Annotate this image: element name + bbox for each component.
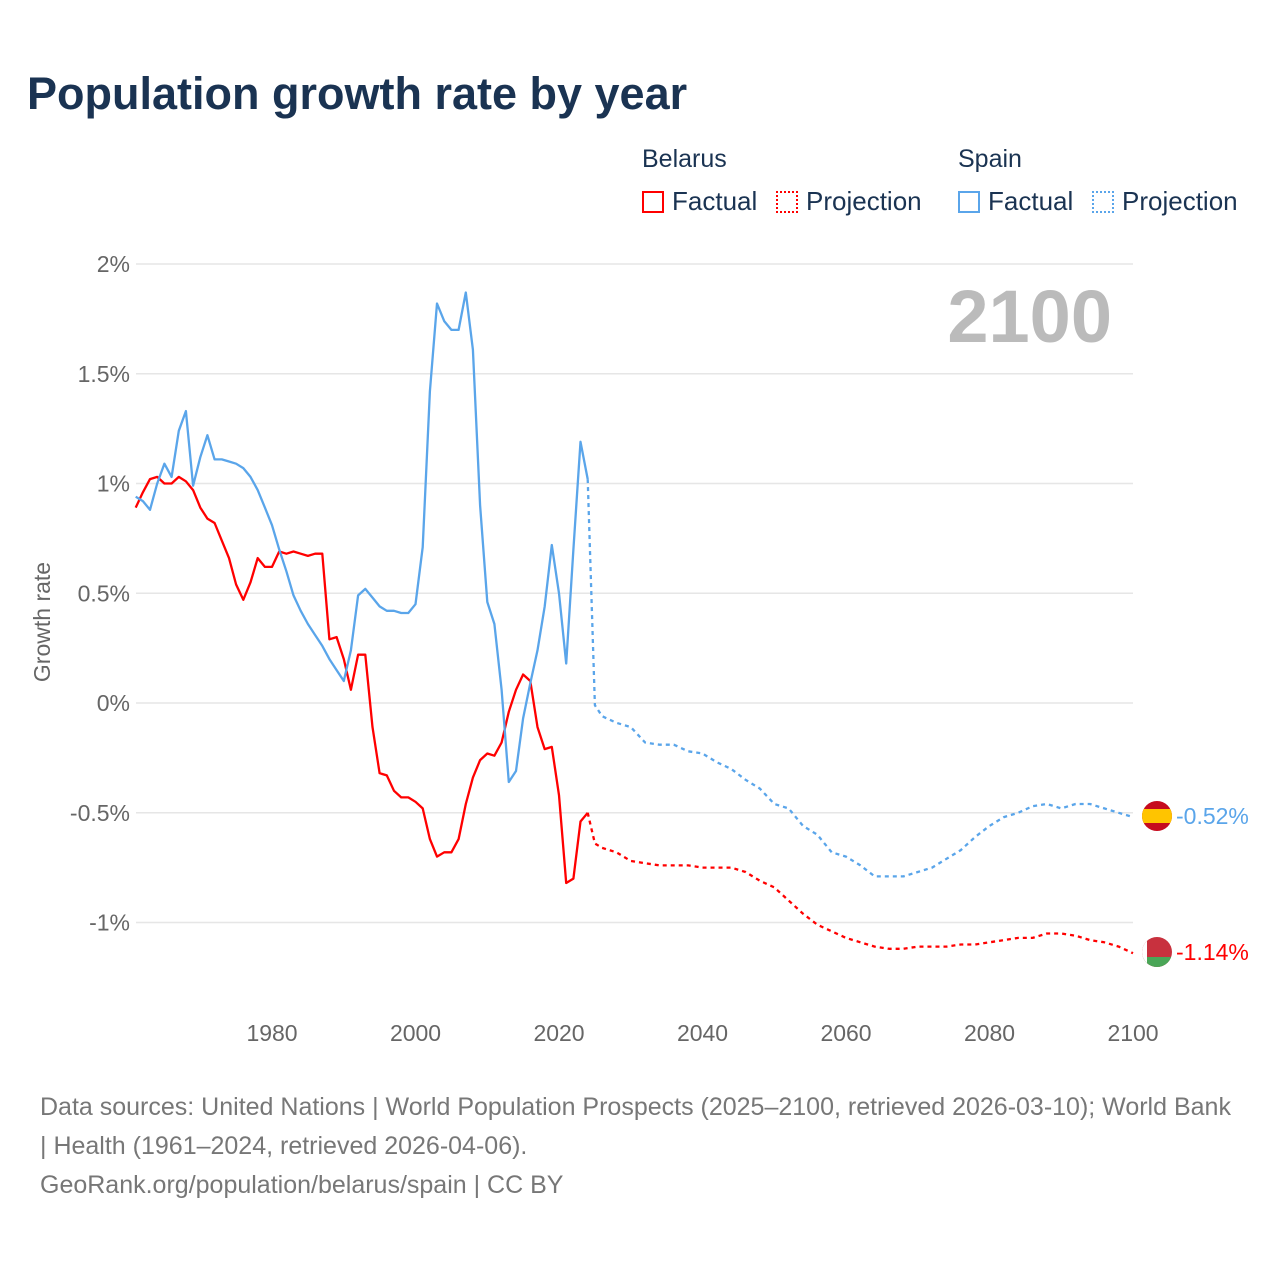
belarus-flag-icon [1142, 937, 1172, 967]
x-tick-label: 2020 [533, 1020, 584, 1046]
data-sources: Data sources: United Nations | World Pop… [40, 1093, 1231, 1160]
credit-link[interactable]: GeoRank.org/population/belarus/spain | C… [40, 1171, 564, 1199]
legend-label: Projection [1122, 186, 1238, 216]
y-tick-label: 0.5% [78, 580, 130, 606]
legend-spain-factual[interactable]: Factual [958, 186, 1073, 217]
y-tick-label: -0.5% [70, 800, 130, 826]
spain-flag-icon [1142, 801, 1172, 831]
y-tick-label: -1% [89, 910, 130, 936]
footer: Data sources: United Nations | World Pop… [40, 1088, 1240, 1205]
spain-projection-line [586, 479, 1134, 878]
legend-swatch-dotted [776, 190, 798, 213]
legend-label: Projection [806, 186, 922, 216]
legend-belarus-projection[interactable]: Projection [776, 186, 922, 217]
legend-group-belarus: Belarus [642, 145, 727, 173]
belarus-end-label: -1.14% [1176, 939, 1249, 965]
legend-group-spain: Spain [958, 145, 1022, 173]
x-tick-label: 2060 [820, 1020, 871, 1046]
legend-label: Factual [672, 186, 758, 216]
chart-title: Population growth rate by year [27, 68, 688, 119]
y-axis-label: Growth rate [29, 562, 55, 682]
spain-factual-line [135, 291, 589, 784]
chart-area: 2% 1.5% 1% 0.5% 0% -0.5% -1% 1980 2000 2020 2040 2… [29, 251, 1249, 1046]
x-tick-label: 2040 [677, 1020, 728, 1046]
legend-swatch-solid [642, 190, 664, 213]
year-indicator: 2100 [947, 275, 1112, 358]
y-tick-label: 1% [97, 471, 130, 497]
x-tick-label: 2100 [1107, 1020, 1158, 1046]
legend-label: Factual [988, 186, 1074, 216]
spain-end-label: -0.52% [1176, 803, 1249, 829]
y-tick-label: 1.5% [78, 361, 130, 387]
legend-swatch-dotted [1092, 190, 1114, 213]
belarus-projection-line [586, 812, 1134, 955]
legend-swatch-solid [958, 190, 980, 213]
legend-belarus-factual[interactable]: Factual [642, 186, 757, 217]
y-tick-label: 0% [97, 690, 130, 716]
belarus-factual-line [134, 475, 589, 885]
x-tick-label: 1980 [246, 1020, 297, 1046]
legend-spain-projection[interactable]: Projection [1092, 186, 1238, 217]
x-tick-label: 2080 [964, 1020, 1015, 1046]
x-tick-label: 2000 [390, 1020, 441, 1046]
y-tick-label: 2% [97, 251, 130, 277]
